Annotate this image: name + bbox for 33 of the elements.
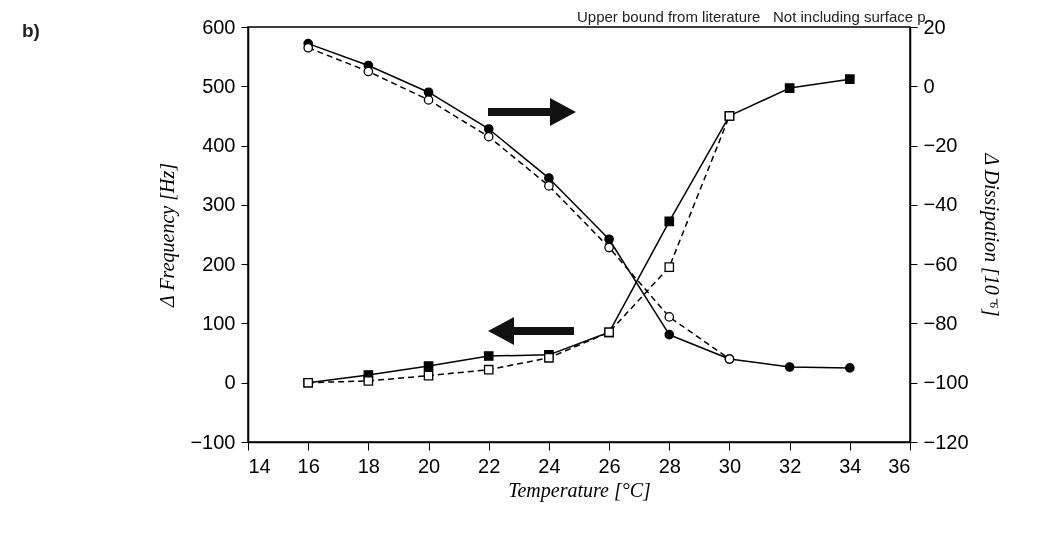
y-tick-label: 0 xyxy=(224,371,236,394)
y-tick-label: 200 xyxy=(202,252,236,275)
x-tick-label: 24 xyxy=(538,454,561,477)
y2-tick-label: −120 xyxy=(923,430,969,453)
text: Not including surface p xyxy=(773,8,926,25)
y-axis-title: Δ Frequency [Hz] xyxy=(156,163,180,308)
x-tick-label: 28 xyxy=(658,454,681,477)
y-tick-label: 300 xyxy=(202,193,236,216)
text: b) xyxy=(22,20,40,42)
y2-tick-label: −80 xyxy=(923,311,958,334)
x-tick-label: 20 xyxy=(417,454,441,477)
y2-tick-label: −60 xyxy=(923,252,958,275)
x-axis-title: Temperature [°C] xyxy=(508,478,651,502)
y-tick-label: 400 xyxy=(202,134,236,157)
y-tick-label: 500 xyxy=(202,74,236,97)
x-tick-label: 32 xyxy=(779,454,802,477)
y2-axis-title: Δ Dissipation [10⁻⁶] xyxy=(979,152,1003,317)
y2-tick-label: −20 xyxy=(923,134,958,157)
x-tick-label: 26 xyxy=(598,454,621,477)
text: Upper bound from literature xyxy=(577,8,761,25)
x-tick-label: 18 xyxy=(357,454,380,477)
x-tick-label: 34 xyxy=(839,454,862,477)
y-tick-label: −100 xyxy=(190,430,236,453)
y2-tick-label: −100 xyxy=(923,371,969,394)
x-tick-label: 16 xyxy=(297,454,320,477)
y-tick-label: 600 xyxy=(202,15,236,38)
y2-tick-label: 0 xyxy=(923,74,935,97)
x-tick-label: 22 xyxy=(478,454,501,477)
x-tick-label: 30 xyxy=(718,454,742,477)
x-tick-label: 14 xyxy=(248,454,271,477)
x-tick-label: 36 xyxy=(888,454,911,477)
y-tick-label: 100 xyxy=(202,311,236,334)
y2-tick-label: −40 xyxy=(923,193,958,216)
